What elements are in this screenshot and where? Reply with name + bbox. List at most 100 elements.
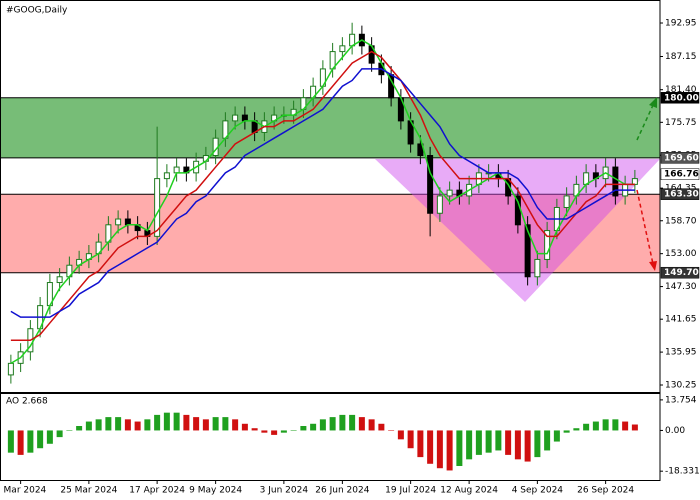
ao-bar — [27, 430, 34, 453]
ao-bar — [251, 428, 258, 431]
ao-bar — [339, 414, 346, 431]
ao-bar — [46, 430, 53, 444]
ao-bar — [436, 430, 443, 469]
moving-average — [10, 68, 635, 318]
ao-bar — [319, 419, 326, 431]
price-frame — [0, 0, 661, 393]
ao-frame — [0, 393, 661, 481]
ao-bar — [222, 417, 229, 431]
candle-body — [436, 195, 443, 214]
buy-zone — [0, 97, 660, 158]
ao-bar — [495, 430, 502, 451]
ao-bar — [95, 419, 102, 431]
y-tick-label: 153.00 — [665, 249, 697, 259]
ao-bar — [417, 430, 424, 458]
y-tick-label: 181.40 — [665, 85, 697, 95]
candle-body — [446, 189, 453, 197]
ao-bar — [485, 430, 492, 453]
ao-bar — [631, 424, 638, 431]
candle-body — [524, 224, 531, 278]
ao-bar — [154, 414, 161, 431]
y-tick-label: 141.65 — [665, 315, 697, 325]
candle-body — [7, 362, 14, 376]
ao-bar — [37, 430, 44, 449]
ao-bar — [232, 419, 239, 431]
x-tick-label: 12 Aug 2024 — [440, 486, 498, 496]
ao-bar — [544, 430, 551, 451]
chart-title: #GOOG,Daily — [6, 6, 68, 16]
ao-tick-label: -18.331 — [665, 467, 700, 477]
ao-bar — [300, 426, 307, 431]
ao-bar — [134, 421, 141, 431]
level-label: 163.30 — [664, 190, 699, 200]
candle-body — [232, 114, 239, 122]
level-label-box — [660, 92, 700, 104]
y-tick-label: 130.25 — [665, 381, 697, 391]
ao-bar — [173, 412, 180, 431]
candle-body — [163, 172, 170, 180]
ao-bar — [368, 419, 375, 431]
ao-bar — [388, 430, 395, 431]
ao-bar — [76, 426, 83, 431]
ao-bar — [466, 430, 473, 460]
ao-bar — [378, 423, 385, 431]
candle-body — [427, 155, 434, 214]
ao-bar — [144, 419, 151, 431]
candle-body — [173, 166, 180, 174]
x-tick-label: 9 May 2024 — [189, 486, 242, 496]
x-tick-label: 17 Apr 2024 — [129, 486, 185, 496]
y-tick-label: 192.95 — [665, 19, 697, 29]
candle-body — [241, 114, 248, 122]
candle-body — [534, 258, 541, 278]
ao-bar — [514, 430, 521, 460]
ao-bar — [193, 417, 200, 431]
ao-bar — [397, 430, 404, 440]
x-tick-label: 4 Sep 2024 — [512, 486, 564, 496]
ao-bar — [105, 417, 112, 431]
level-label-box — [660, 168, 700, 180]
ao-bar — [612, 419, 619, 431]
ao-bar — [456, 430, 463, 466]
candle-body — [544, 230, 551, 260]
level-label-box — [660, 188, 700, 200]
ao-bar — [124, 419, 131, 431]
ao-bar — [183, 414, 190, 431]
ao-bar — [202, 419, 209, 431]
y-tick-label: 158.70 — [665, 216, 697, 226]
y-tick-label: 147.30 — [665, 282, 697, 292]
ao-bar — [85, 421, 92, 431]
ao-bar — [583, 423, 590, 431]
ao-bar — [573, 428, 580, 431]
x-tick-label: 3 Jun 2024 — [260, 486, 309, 496]
ao-bar — [349, 414, 356, 431]
level-label-box — [660, 152, 700, 164]
ao-bar — [358, 417, 365, 431]
level-label-box — [660, 266, 700, 279]
ao-bar — [310, 423, 317, 431]
up-arrow-head — [649, 97, 657, 108]
ao-bar — [446, 430, 453, 471]
x-tick-label: 26 Jun 2024 — [315, 486, 369, 496]
ao-bar — [271, 430, 278, 435]
y-tick-label: 187.15 — [665, 52, 697, 62]
ao-bar — [534, 430, 541, 458]
x-tick-label: 1 Mar 2024 — [0, 486, 47, 496]
level-label: 149.70 — [664, 268, 699, 278]
y-tick-label: 135.95 — [665, 348, 697, 358]
ao-bar — [212, 417, 219, 431]
ao-bar — [280, 430, 287, 433]
y-tick-label: 175.75 — [665, 118, 697, 128]
x-tick-label: 26 Sep 2024 — [577, 486, 634, 496]
ao-bar — [475, 430, 482, 455]
ao-bar — [524, 430, 531, 462]
candle-body — [612, 166, 619, 197]
ao-bar — [241, 423, 248, 431]
ao-bar — [407, 430, 414, 449]
ao-bar — [115, 417, 122, 431]
candle-body — [563, 195, 570, 208]
ao-bar — [592, 421, 599, 431]
down-arrow — [636, 189, 654, 265]
moving-average — [10, 50, 635, 342]
x-tick-label: 19 Jul 2024 — [385, 486, 436, 496]
